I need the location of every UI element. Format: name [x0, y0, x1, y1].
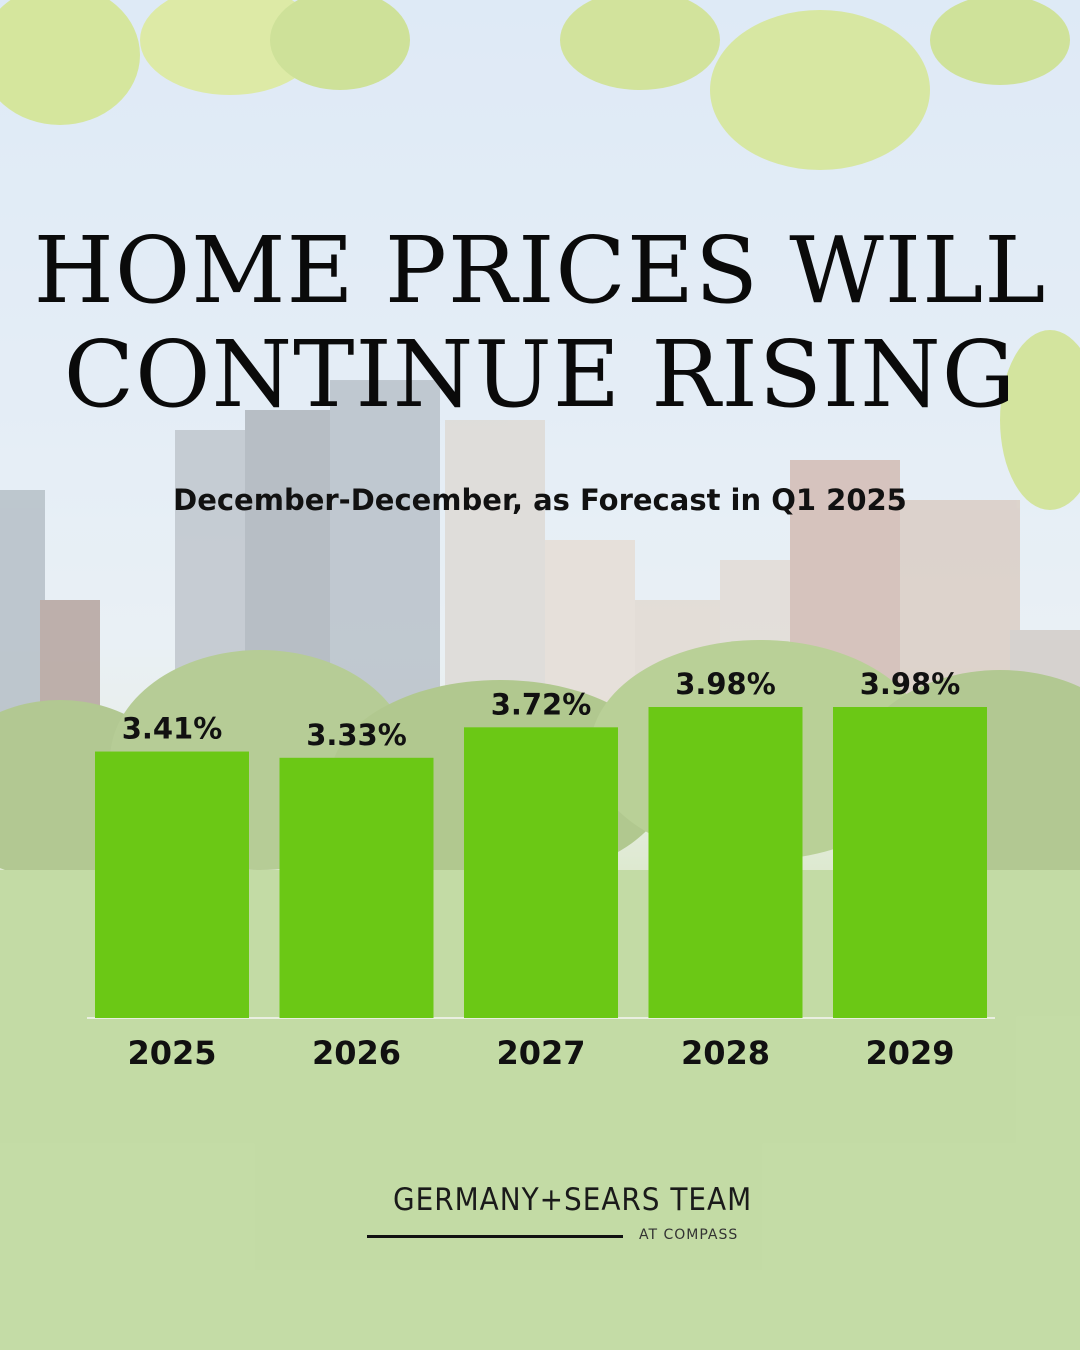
category-label-2026: 2026	[312, 1034, 401, 1072]
bar-2027	[464, 727, 618, 1018]
bar-2028	[648, 707, 803, 1018]
category-label-2029: 2029	[865, 1034, 954, 1072]
headline-line-2: CONTINUE RISING	[63, 321, 1017, 428]
category-label-2025: 2025	[127, 1034, 216, 1072]
value-label-2025: 3.41%	[122, 712, 223, 746]
bar-2026	[279, 757, 434, 1018]
bar-2025	[95, 751, 249, 1018]
value-label-2026: 3.33%	[306, 718, 407, 752]
value-label-2027: 3.72%	[491, 687, 592, 721]
chart-subtitle: December-December, as Forecast in Q1 202…	[173, 483, 907, 517]
bar-2029	[833, 707, 987, 1018]
headline-line-1: HOME PRICES WILL	[33, 217, 1047, 324]
value-label-2028: 3.98%	[675, 667, 776, 701]
brand-name: GERMANY+SEARS TEAM	[393, 1182, 753, 1218]
brand-subtitle: AT COMPASS	[639, 1227, 739, 1243]
leaves-decoration	[0, 0, 1080, 510]
category-label-2028: 2028	[681, 1034, 770, 1072]
category-label-2027: 2027	[496, 1034, 585, 1072]
brand-underline	[367, 1235, 623, 1238]
value-label-2029: 3.98%	[860, 667, 961, 701]
